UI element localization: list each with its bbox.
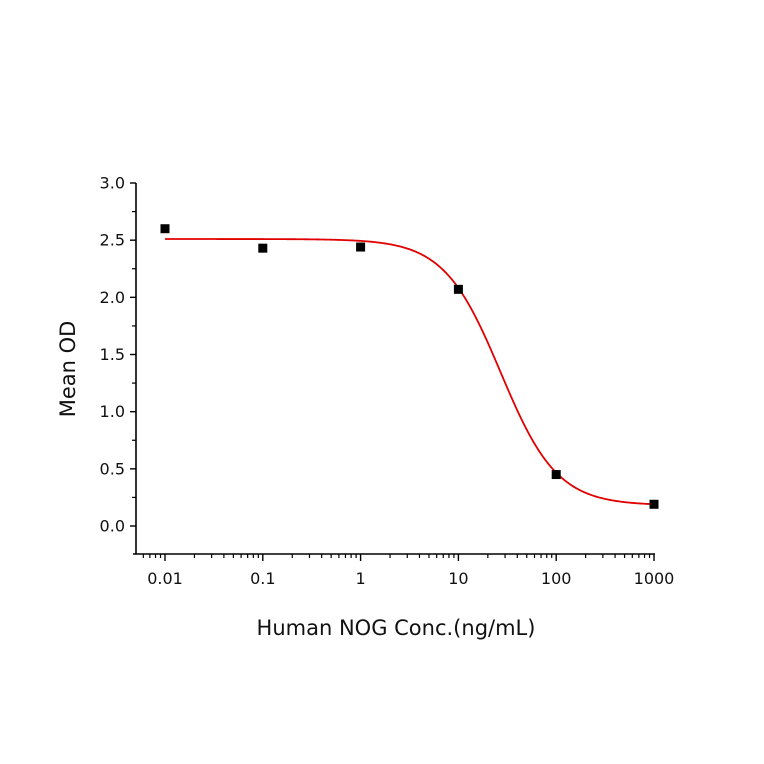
- y-tick-label: 3.0: [100, 174, 125, 193]
- y-tick-label: 1.0: [100, 402, 125, 421]
- data-point: [258, 243, 268, 253]
- data-point: [551, 470, 561, 480]
- x-axis: 0.01 0.1 1 10 100 1000: [133, 553, 675, 588]
- fit-curve-path: [165, 238, 655, 506]
- fit-curve: [165, 238, 655, 506]
- data-point: [160, 224, 170, 234]
- y-tick-label: 1.5: [100, 345, 125, 364]
- x-tick-label: 100: [541, 569, 572, 588]
- x-tick-label: 10: [448, 569, 468, 588]
- data-point: [453, 284, 463, 294]
- data-points: [160, 224, 659, 509]
- data-point: [649, 499, 659, 509]
- x-tick-label: 1: [356, 569, 366, 588]
- x-axis-title: Human NOG Conc.(ng/mL): [257, 616, 536, 640]
- data-point: [356, 242, 366, 252]
- x-tick-label: 1000: [634, 569, 675, 588]
- y-tick-label: 0.0: [100, 517, 125, 536]
- x-tick-label: 0.1: [250, 569, 275, 588]
- y-tick-label: 2.0: [100, 288, 125, 307]
- y-axis-title: Mean OD: [56, 321, 80, 418]
- y-tick-label: 2.5: [100, 231, 125, 250]
- y-tick-label: 0.5: [100, 459, 125, 478]
- x-tick-label: 0.01: [147, 569, 183, 588]
- y-axis: 0.0 0.5 1.0 1.5 2.0 2.5 3.0: [100, 174, 137, 554]
